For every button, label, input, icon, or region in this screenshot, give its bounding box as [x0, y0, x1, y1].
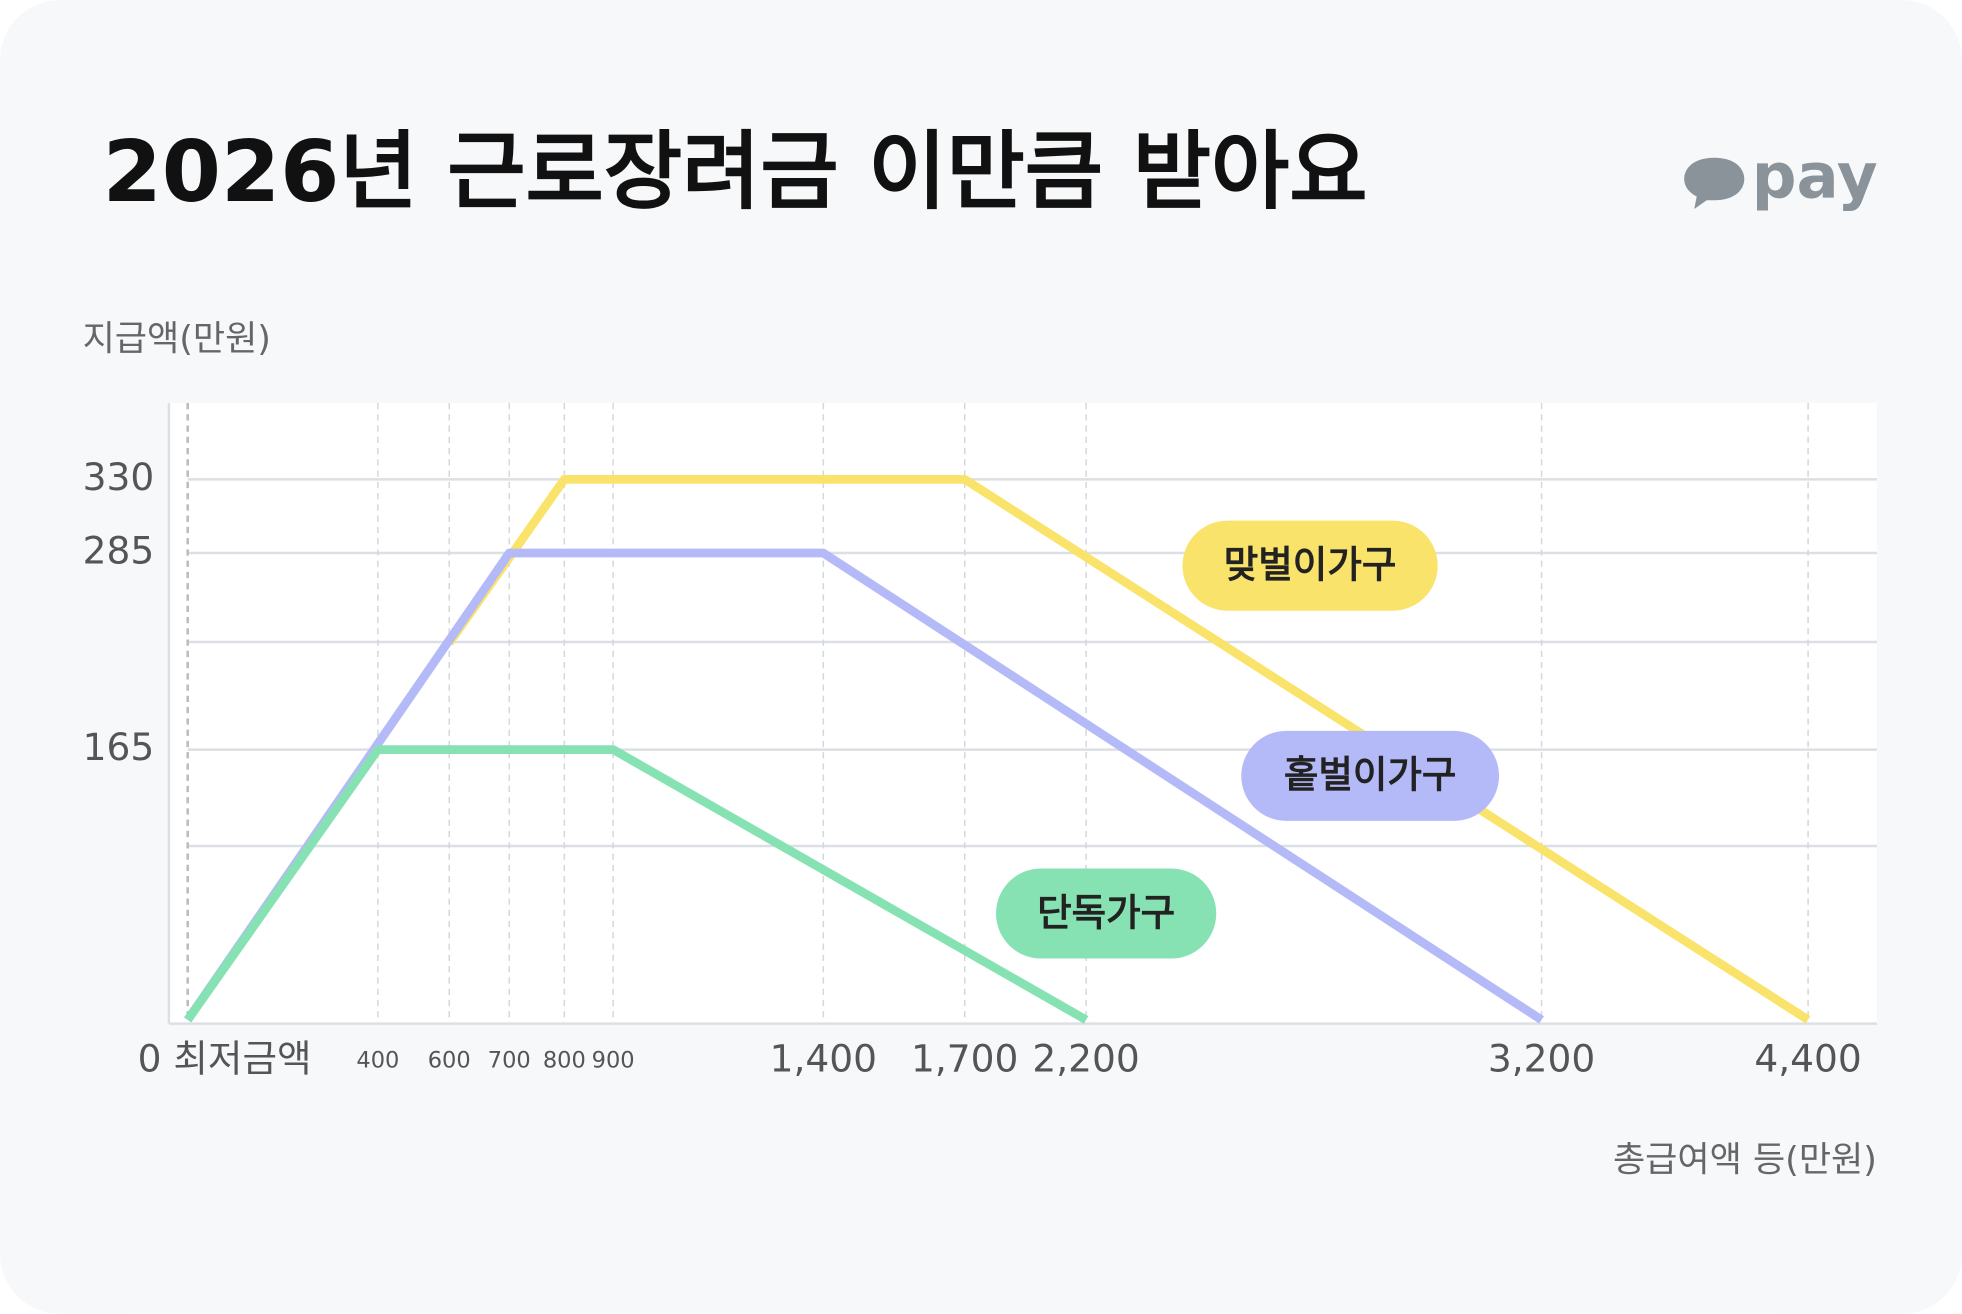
brand: pay [1752, 139, 1878, 212]
chart-title: 2026년 근로장려금 이만큼 받아요 [103, 123, 1368, 222]
legend-label: 홑벌이가구 [1284, 753, 1457, 797]
x-tick-label: 0 최저금액 [138, 1037, 312, 1081]
y-tick-label: 330 [83, 455, 155, 499]
x-tick-label: 2,200 [1032, 1037, 1139, 1081]
x-tick-label: 700 [488, 1048, 531, 1074]
x-tick-label: 1,400 [770, 1037, 877, 1081]
y-axis-label: 지급액(만원) [83, 318, 271, 359]
legend-pill [1182, 520, 1438, 611]
x-tick-label: 800 [543, 1048, 586, 1074]
legend-label: 단독가구 [1037, 890, 1175, 934]
legend-pill [996, 868, 1217, 959]
x-tick-label: 1,700 [911, 1037, 1018, 1081]
x-tick-label: 400 [356, 1048, 399, 1074]
series-line [184, 745, 1089, 1024]
y-tick-label: 285 [83, 529, 155, 573]
legend-label: 맞벌이가구 [1224, 542, 1397, 586]
legend-pill [1241, 730, 1500, 821]
y-tick-label: 165 [83, 725, 155, 769]
x-tick-label: 3,200 [1488, 1037, 1595, 1081]
x-tick-label: 4,400 [1754, 1037, 1861, 1081]
x-axis-label: 총급여액 등(만원) [1613, 1139, 1877, 1180]
brand-icon [1684, 157, 1745, 210]
x-tick-label: 600 [428, 1048, 471, 1074]
x-tick-label: 900 [592, 1048, 635, 1074]
